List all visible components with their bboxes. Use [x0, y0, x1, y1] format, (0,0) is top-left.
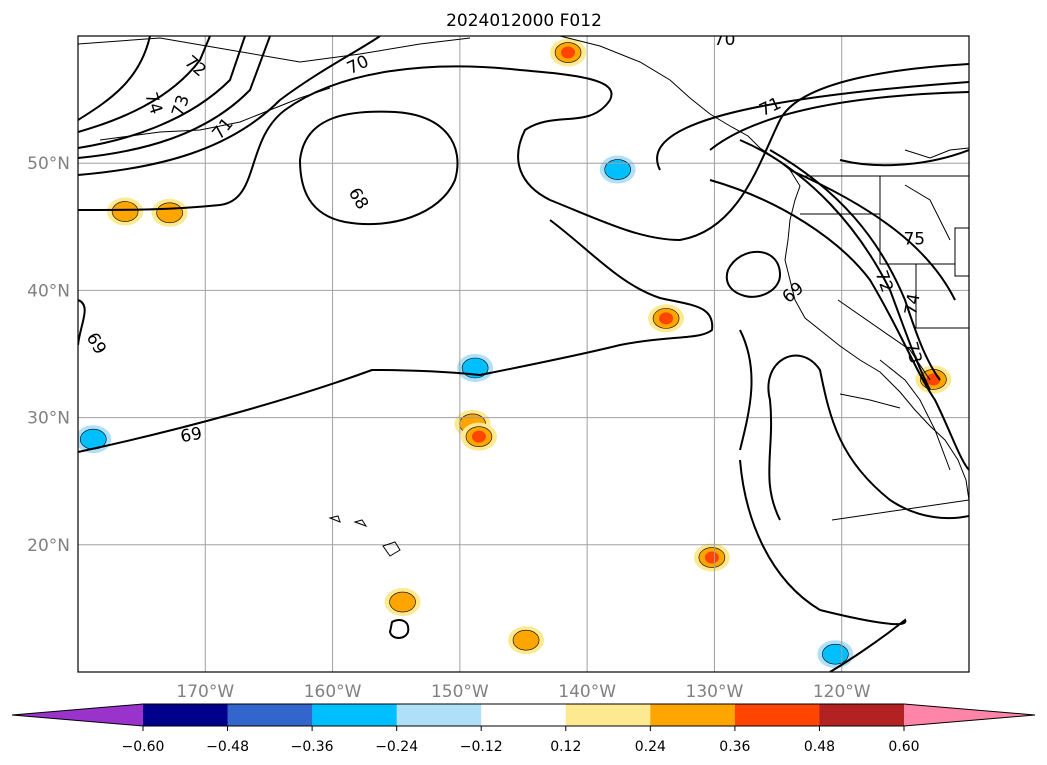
lon-tick-label: 140°W: [558, 682, 616, 702]
shaded-area: [817, 640, 854, 669]
colorbar-tick-label: −0.12: [460, 739, 503, 755]
gridlines: [78, 36, 969, 672]
map-frame: [77, 35, 970, 673]
shaded-area-mid: [512, 629, 540, 651]
shaded-area-mid: [111, 201, 139, 222]
shaded-area-mid: [156, 202, 183, 224]
shaded-area: [693, 543, 730, 572]
chart-title: 2024012000 F012: [446, 11, 602, 31]
lat-tick-label: 40°N: [27, 281, 70, 301]
shaded-area-core: [659, 312, 674, 325]
colorbar-extend-high: [904, 704, 1035, 726]
colorbar-segment: [734, 704, 820, 726]
shaded-area: [508, 626, 545, 655]
shaded-area-mid: [822, 643, 849, 665]
lon-tick-label: 170°W: [176, 682, 234, 702]
colorbar-tick-label: 0.48: [804, 739, 835, 755]
lat-tick-label: 20°N: [27, 536, 70, 556]
shaded-area: [457, 353, 494, 382]
shaded-area: [384, 588, 421, 617]
lat-tick-label: 50°N: [27, 154, 70, 174]
colorbar-tick-label: −0.36: [291, 739, 334, 755]
lon-tick-label: 130°W: [686, 682, 744, 702]
colorbar-tick-label: 0.60: [888, 739, 919, 755]
colorbar-extend-low: [12, 704, 143, 726]
contour-label: 75: [903, 230, 925, 250]
contour-label: 70: [714, 30, 736, 50]
colorbar-tick-label: 0.12: [550, 739, 581, 755]
height-contours: [78, 36, 969, 672]
colorbar-tick-label: 0.36: [719, 739, 750, 755]
colorbar-tick-label: −0.24: [375, 739, 418, 755]
lat-tick-labels: 20°N 30°N 40°N 50°N: [27, 154, 70, 556]
colorbar-segment: [312, 704, 398, 726]
lat-tick-label: 30°N: [27, 409, 70, 429]
colorbar-tick-label: −0.60: [122, 739, 165, 755]
shaded-area-core: [704, 551, 719, 564]
shaded-area-mid: [389, 591, 416, 613]
shaded-area-core: [471, 430, 486, 443]
shaded-area: [107, 197, 144, 226]
colorbar-tick-label: −0.48: [206, 739, 249, 755]
colorbar-segment: [396, 704, 482, 726]
colorbar-segment: [143, 704, 229, 726]
coastlines: [78, 36, 969, 557]
shaded-area-core: [926, 373, 941, 386]
shaded-area: [648, 304, 685, 333]
lon-tick-label: 160°W: [304, 682, 362, 702]
lon-tick-label: 150°W: [431, 682, 489, 702]
contour-label: 74: [901, 292, 924, 317]
shaded-area: [460, 422, 497, 451]
shaded-area-mid: [604, 159, 631, 180]
colorbar-tick-label: 0.24: [635, 739, 666, 755]
colorbar-segment: [650, 704, 736, 726]
colorbar-segment: [227, 704, 313, 726]
colorbar: −0.60 −0.48 −0.36 −0.24 −0.12 0.12 0.24 0.36 0.4…: [11, 703, 1036, 755]
lon-tick-labels: 170°W 160°W 150°W 140°W 130°W 120°W: [176, 682, 870, 702]
lon-tick-label: 120°W: [813, 682, 871, 702]
shaded-area: [151, 198, 188, 227]
shaded-area: [599, 155, 636, 184]
shaded-area: [550, 38, 587, 67]
contour-label: 69: [179, 424, 204, 447]
colorbar-segment: [565, 704, 651, 726]
shaded-area-core: [561, 46, 576, 59]
colorbar-segment: [819, 704, 905, 726]
colorbar-segment: [481, 704, 567, 726]
